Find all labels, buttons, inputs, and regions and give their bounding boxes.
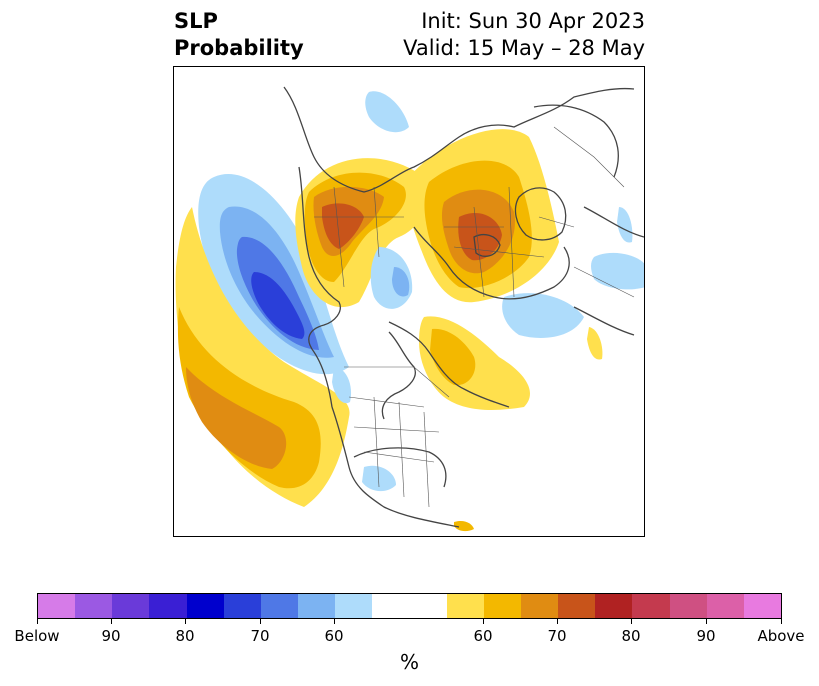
date-info: Init: Sun 30 Apr 2023 Valid: 15 May – 28… [403,8,645,62]
coastlines [283,86,644,528]
colorbar-segment [521,594,559,618]
colorbar-tick-mark [781,619,782,624]
colorbar-tick-label: Above [757,627,805,645]
colorbar-tick-mark [260,619,261,624]
probability-map [175,86,644,532]
colorbar-segment [298,594,336,618]
colorbar-tick-mark [483,619,484,624]
pacific-low-anomaly [198,174,349,375]
colorbar-segment [743,594,782,618]
colorbar-tick-label: 60 [473,627,493,645]
colorbar-tick-label: 60 [324,627,344,645]
colorbar-tick-mark [111,619,112,624]
colorbar-segment [372,594,447,618]
colorbar-segment [223,594,261,618]
colorbar-tick-label: 80 [621,627,641,645]
colorbar-segment [335,594,373,618]
colorbar-tick-label: 90 [696,627,716,645]
colorbar-tick-label: 70 [250,627,270,645]
colorbar-tick-mark [37,619,38,624]
title-line-1: SLP [174,9,218,33]
colorbar-segment [112,594,150,618]
colorbar-segment [558,594,596,618]
colorbar-tick-mark [334,619,335,624]
colorbar [37,593,782,619]
colorbar-tick-mark [631,619,632,624]
eurasia-high-anomaly [406,129,559,303]
colorbar-tick-mark [185,619,186,624]
colorbar-segment [75,594,113,618]
colorbar-segment [483,594,522,618]
borders [314,126,635,508]
colorbar-segment [706,594,744,618]
colorbar-tick-label: 80 [175,627,195,645]
colorbar-segment [595,594,633,618]
valid-range: Valid: 15 May – 28 May [403,36,645,60]
colorbar-tick-label: 70 [547,627,567,645]
colorbar-unit-label: % [399,650,419,674]
colorbar-segment [632,594,670,618]
minor-low-anomalies [332,91,644,532]
colorbar-tick-label: 90 [101,627,121,645]
siberia-high-anomaly [295,158,430,308]
colorbar-segment [38,594,76,618]
colorbar-segment [186,594,224,618]
colorbar-segment [669,594,707,618]
colorbar-tick-label: Below [14,627,60,645]
title-line-2: Probability [174,36,304,60]
pacific-high-anomaly [175,207,350,507]
colorbar-segment [149,594,187,618]
init-date: Init: Sun 30 Apr 2023 [421,9,645,33]
colorbar-tick-mark [706,619,707,624]
colorbar-segment [446,594,484,618]
map-panel[interactable] [173,66,645,537]
colorbar-segment [260,594,299,618]
map-title: SLP Probability [174,8,304,62]
colorbar-tick-mark [557,619,558,624]
atlantic-high-anomaly [419,316,530,410]
